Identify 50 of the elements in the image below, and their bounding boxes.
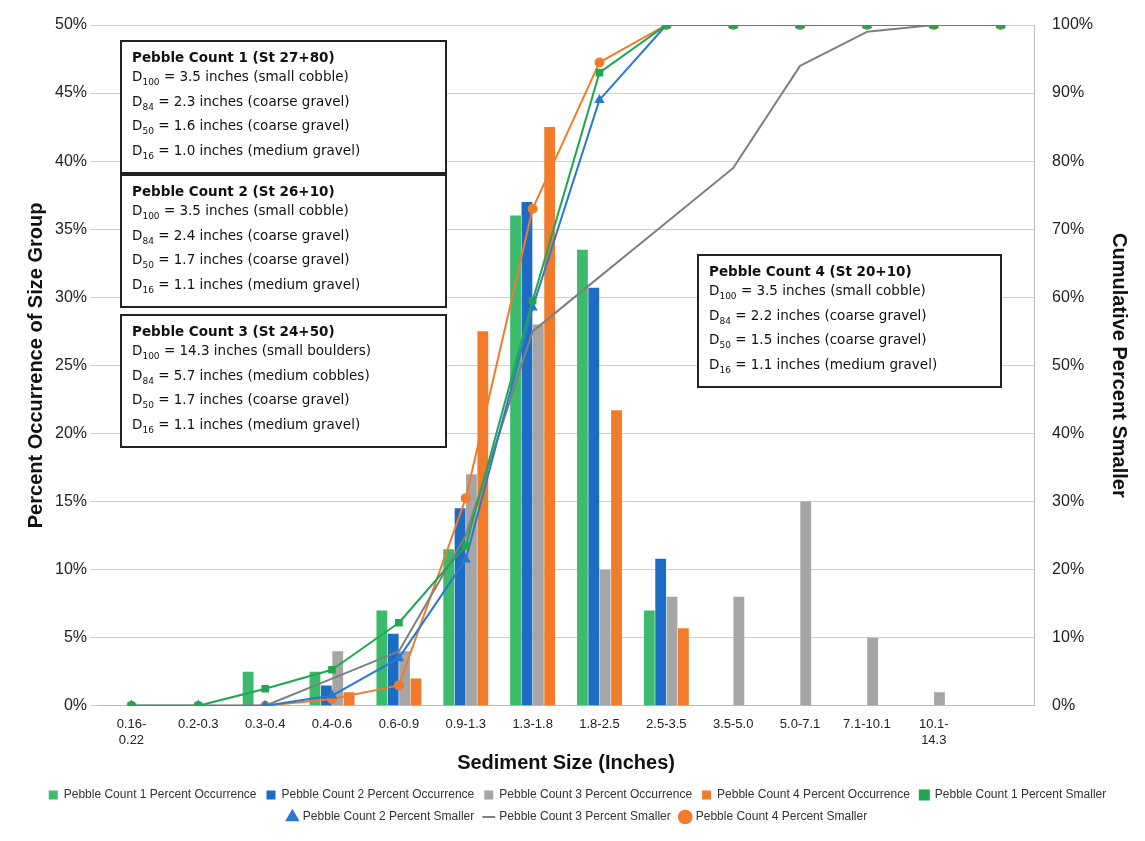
legend-label: Pebble Count 1 Percent Smaller (934, 787, 1107, 802)
y-tick-label: 10% (54, 560, 88, 578)
x-tick-label: 0.4-0.6 (311, 716, 353, 732)
y2-tick-label: 70% (1052, 219, 1085, 237)
y2-tick-label: 80% (1052, 151, 1085, 169)
x-tick-label: 1.8-2.5 (579, 716, 620, 732)
legend-label: Pebble Count 1 Percent Occurrence (63, 787, 257, 802)
text-box: Pebble Count 1 (St 27+80) D$_{100}$ = 3.5 inches (small cobble) D$_{84}$ = 2.3 inches (coarse gravel) D$_{50}$ = 1.6 inches (coarse gravel) D$_{16}$ = 1.0 inches (medium gravel) (120, 40, 447, 174)
y-tick-label: 35% (54, 219, 88, 237)
x-tick-label: 0.2-0.3 (178, 716, 219, 732)
x-tick-label: 5.0-7.1 (779, 716, 821, 732)
x-axis-title: Sediment Size (Inches) (457, 750, 675, 773)
y2-tick-label: 20% (1052, 560, 1085, 578)
x-tick-label: 1.3-1.8 (512, 716, 553, 732)
x-tick-label: 0.3-0.4 (244, 716, 286, 732)
y-tick-label: 15% (54, 491, 88, 509)
legend-label: Pebble Count 2 Percent Smaller (302, 809, 475, 824)
y2-tick-label: 50% (1052, 355, 1085, 373)
y2-tick-label: 40% (1052, 423, 1085, 441)
x-tick-label: 7.1-10.1 (843, 716, 891, 732)
y2-tick-label: 30% (1052, 491, 1085, 509)
y2-tick-label: 0% (1052, 696, 1076, 714)
y2-tick-label: 60% (1052, 287, 1085, 305)
y-tick-label: 25% (54, 355, 88, 373)
y-tick-label: 30% (54, 287, 88, 305)
y-axis-title: Percent Occurrence of Size Group (23, 202, 46, 529)
legend-label: Pebble Count 2 Percent Occurrence (281, 787, 475, 802)
legend-label: Pebble Count 4 Percent Occurrence (717, 787, 911, 802)
y-tick-label: 50% (54, 15, 88, 33)
x-tick-label: 10.1-14.3 (918, 716, 949, 747)
y2-axis-title: Cumulative Percent Smaller (1109, 233, 1132, 498)
y-tick-label: 0% (63, 696, 88, 714)
y2-tick-label: 100% (1052, 15, 1093, 33)
legend-label: Pebble Count 3 Percent Smaller (499, 809, 671, 824)
y-tick-label: 5% (63, 628, 88, 646)
x-tick-label: 3.5-5.0 (712, 716, 754, 732)
text-box: Pebble Count 4 (St 20+10) D$_{100}$ = 3.5 inches (small cobble) D$_{84}$ = 2.2 inches (coarse gravel) D$_{50}$ = 1.5 inches (coarse gravel) D$_{16}$ = 1.1 inches (medium gravel) (697, 254, 1002, 388)
x-tick-label: 0.16-0.22 (116, 716, 147, 747)
x-tick-label: 2.5-3.5 (646, 716, 687, 732)
y-tick-label: 20% (54, 423, 88, 441)
text-box: Pebble Count 3 (St 24+50) D$_{100}$ = 14.3 inches (small boulders) D$_{84}$ = 5.7 inches (medium cobbles) D$_{50}$ = 1.7 inches (coarse gravel) D$_{16}$ = 1.1 inches (medium gravel) (120, 314, 447, 448)
y-tick-label: 40% (54, 151, 88, 169)
y2-tick-label: 10% (1052, 628, 1085, 646)
x-tick-label: 0.6-0.9 (378, 716, 420, 732)
legend-label: Pebble Count 4 Percent Smaller (695, 809, 868, 824)
x-tick-label: 0.9-1.3 (445, 716, 486, 732)
y-tick-label: 45% (54, 83, 88, 101)
text-box: Pebble Count 2 (St 26+10) D$_{100}$ = 3.5 inches (small cobble) D$_{84}$ = 2.4 inches (coarse gravel) D$_{50}$ = 1.7 inches (coarse gravel) D$_{16}$ = 1.1 inches (medium gravel) (120, 174, 447, 308)
y2-tick-label: 90% (1052, 83, 1085, 101)
legend-label: Pebble Count 3 Percent Occurrence (499, 787, 693, 802)
